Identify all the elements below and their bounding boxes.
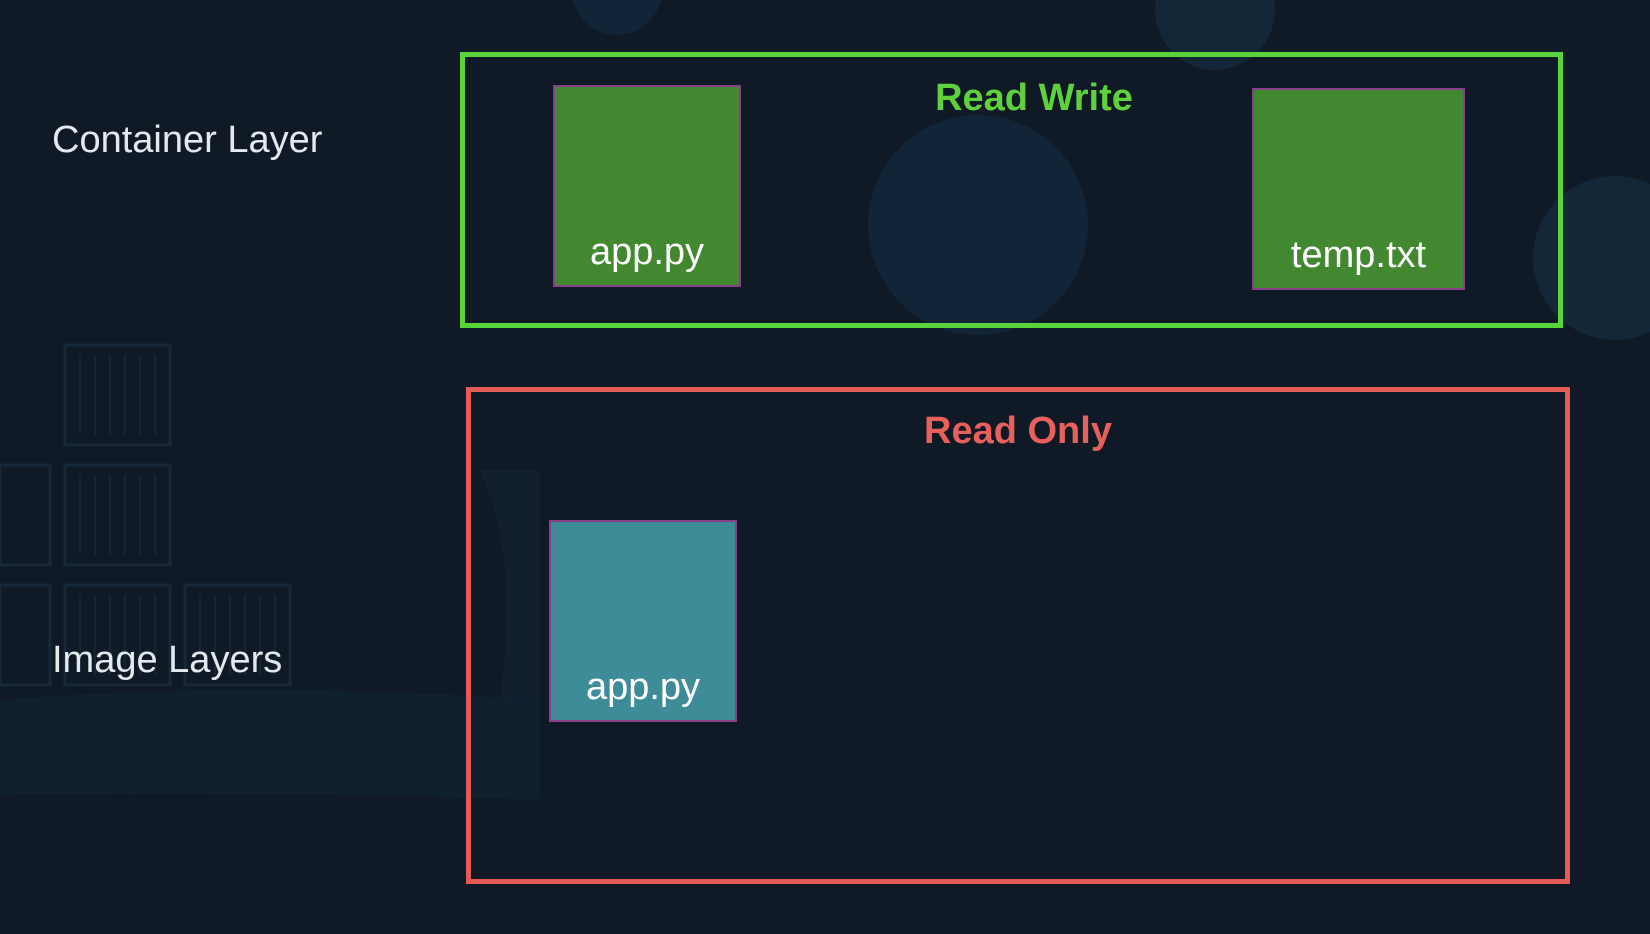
read-write-title: Read Write <box>935 77 1133 119</box>
read-only-layer-box: Read Only app.py <box>466 387 1570 884</box>
file-label: app.py <box>589 231 705 273</box>
file-label: app.py <box>585 666 701 708</box>
image-layers-label: Image Layers <box>52 639 283 681</box>
container-layer-label: Container Layer <box>52 119 323 161</box>
file-temp-txt-container: temp.txt <box>1252 88 1465 290</box>
file-app-py-image: app.py <box>549 520 737 722</box>
read-write-layer-box: Read Write app.py temp.txt <box>460 52 1563 328</box>
file-app-py-container: app.py <box>553 85 741 287</box>
file-label: temp.txt <box>1290 234 1427 276</box>
read-only-title: Read Only <box>924 410 1112 452</box>
